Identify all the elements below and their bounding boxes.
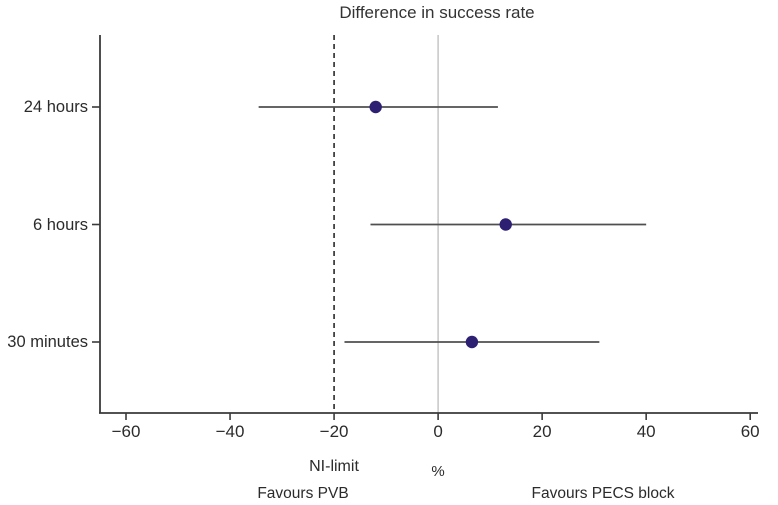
x-axis-tick-label: 0 [433, 422, 443, 441]
chart-title: Difference in success rate [339, 3, 535, 22]
percent-axis-label: % [431, 463, 445, 480]
x-axis-tick-label: 20 [532, 422, 552, 441]
point-estimate-dot [465, 335, 479, 349]
x-axis-tick-label: −60 [111, 422, 141, 441]
x-axis-tick-label: 40 [636, 422, 656, 441]
favours-pecs-block-label: Favours PECS block [531, 485, 675, 502]
ni-limit-label: NI-limit [309, 458, 359, 475]
x-axis-tick-label: −40 [215, 422, 245, 441]
x-axis-tick-label: 60 [740, 422, 760, 441]
y-axis-category-label: 30 minutes [7, 333, 88, 351]
point-estimate-dot [369, 100, 382, 114]
x-axis-tick-label: −20 [319, 422, 349, 441]
y-axis-category-label: 6 hours [32, 215, 88, 234]
y-axis-category-label: 24 hours [23, 98, 88, 116]
point-estimate-dot [499, 218, 512, 231]
favours-pvb-label: Favours PVB [257, 485, 349, 502]
